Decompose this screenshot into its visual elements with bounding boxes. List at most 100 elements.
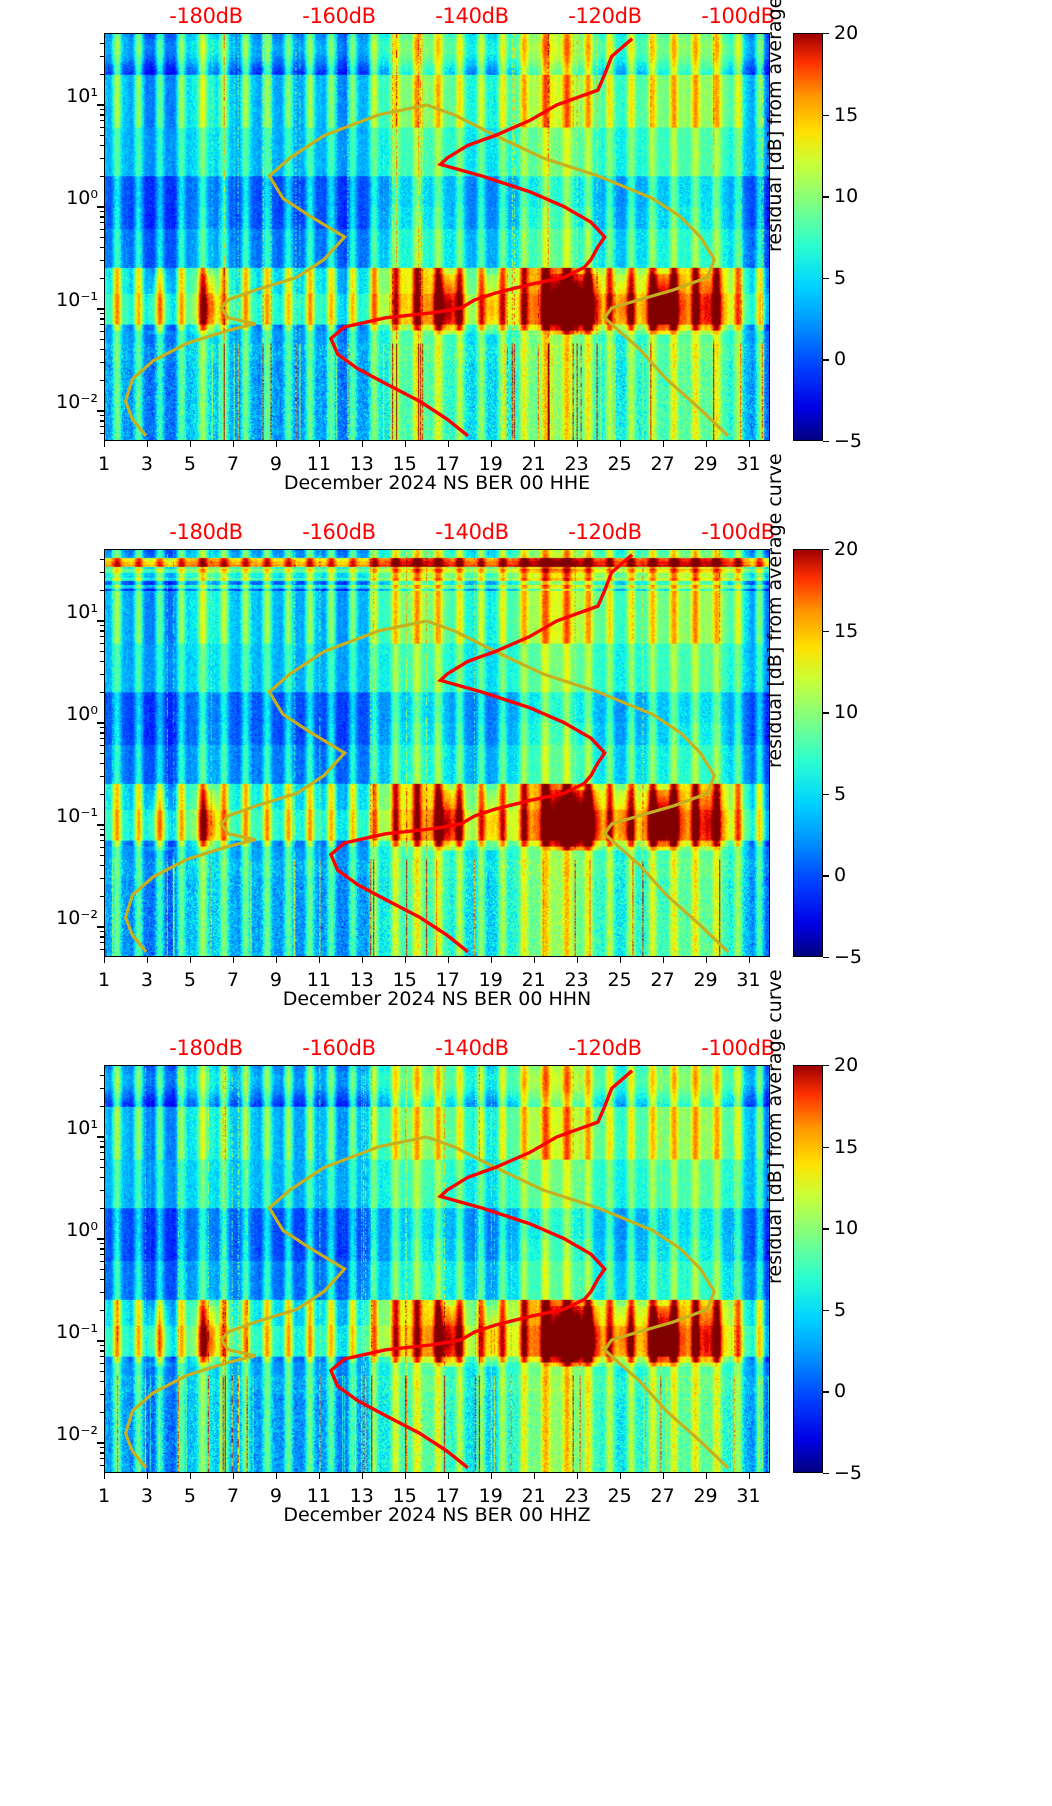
y-minor-tick-mark <box>100 1207 104 1209</box>
y-minor-tick-mark <box>100 1350 104 1352</box>
y-minor-tick-mark <box>100 1158 104 1161</box>
y-minor-tick-mark <box>100 108 104 111</box>
y-minor-tick-mark <box>100 738 104 740</box>
top-db-label: -160dB <box>302 520 376 544</box>
colorbar-tick-mark <box>823 875 829 877</box>
spectrogram-axes-hhn <box>104 549 770 957</box>
y-minor-tick-mark <box>100 1362 104 1365</box>
y-tick-label: 10¹ <box>66 1116 98 1139</box>
y-minor-tick-mark <box>100 840 104 842</box>
y-minor-tick-mark <box>100 732 104 734</box>
colorbar-tick-label: 10 <box>834 185 859 208</box>
y-minor-tick-mark <box>100 1189 104 1192</box>
x-tick-label: 21 <box>521 969 546 991</box>
x-tick-mark <box>619 957 621 963</box>
y-minor-tick-mark <box>100 1380 104 1383</box>
y-minor-tick-mark <box>100 1074 104 1077</box>
y-minor-tick-mark <box>100 1411 104 1413</box>
y-minor-tick-mark <box>100 726 104 729</box>
y-tick-mark <box>97 1136 104 1138</box>
x-tick-mark <box>404 1473 407 1479</box>
x-tick-label: 17 <box>435 453 460 475</box>
panel-x-title: December 2024 NS BER 00 HHZ <box>283 1504 591 1526</box>
x-tick-label: 31 <box>736 969 761 991</box>
x-tick-mark <box>619 1473 621 1479</box>
x-tick-mark <box>146 957 149 963</box>
panel-hhn: -180dB -160dB -140dB -120dB -100dB f [Hz… <box>0 453 1052 1026</box>
x-tick-label: 1 <box>97 969 111 991</box>
y-tick-label: 10⁰ <box>66 702 98 725</box>
x-tick-label: 3 <box>140 453 153 475</box>
y-tick-labels: 10¹ 10⁰ 10⁻¹ 10⁻² <box>28 33 98 441</box>
x-tick-label: 29 <box>693 453 718 475</box>
y-tick-label: 10⁻² <box>56 1423 98 1446</box>
y-minor-tick-mark <box>100 895 104 897</box>
y-minor-tick-mark <box>100 348 104 351</box>
x-tick-mark <box>404 441 407 447</box>
y-minor-tick-mark <box>100 228 104 231</box>
colorbar-tick-label: 5 <box>834 266 847 289</box>
psd-median-curve <box>328 1069 634 1470</box>
x-tick-label: 11 <box>306 453 331 475</box>
colorbar-tick-mark <box>823 196 829 198</box>
x-tick-label: 5 <box>183 969 196 991</box>
x-tick-label: 23 <box>564 969 589 991</box>
y-minor-tick-mark <box>100 126 104 129</box>
y-minor-tick-mark <box>100 222 104 224</box>
y-minor-tick-mark <box>100 246 104 249</box>
colorbar-tick-label: 20 <box>834 1054 859 1076</box>
y-tick-label: 10⁻² <box>56 907 98 930</box>
y-minor-tick-mark <box>100 1167 104 1169</box>
spectrogram-axes-hhz <box>104 1065 770 1473</box>
nhnm-curve <box>426 1135 730 1469</box>
psd-median-curve <box>328 37 634 438</box>
colorbar-ticks-hhz: 20 15 10 5 0 −5 <box>823 1054 883 1484</box>
x-tick-mark <box>748 441 750 447</box>
x-tick-label: 7 <box>226 1485 239 1507</box>
colorbar-tick-label: 0 <box>834 864 847 887</box>
y-minor-tick-mark <box>100 73 104 75</box>
x-tick-mark <box>447 1473 450 1479</box>
x-tick-label: 23 <box>564 1485 589 1507</box>
panel-hhz: -180dB -160dB -140dB -120dB -100dB f [Hz… <box>0 969 1052 1542</box>
top-db-label: -100dB <box>701 1036 775 1060</box>
y-tick-labels: 10¹ 10⁰ 10⁻¹ 10⁻² <box>28 1065 98 1473</box>
y-minor-tick-mark <box>100 624 104 627</box>
y-minor-tick-mark <box>100 339 104 341</box>
y-minor-tick-mark <box>100 157 104 160</box>
top-db-label: -120dB <box>568 520 642 544</box>
x-tick-label: 15 <box>392 969 417 991</box>
x-tick-mark <box>146 1473 149 1479</box>
y-minor-tick-mark <box>100 1393 104 1396</box>
y-minor-tick-mark <box>100 361 104 364</box>
y-minor-tick-mark <box>100 1452 104 1454</box>
x-tick-mark <box>705 957 707 963</box>
x-tick-label: 13 <box>349 453 374 475</box>
x-tick-label: 25 <box>607 453 632 475</box>
x-tick-label: 27 <box>650 453 675 475</box>
y-minor-tick-mark <box>100 753 104 755</box>
x-tick-label: 5 <box>183 1485 196 1507</box>
y-tick-labels: 10¹ 10⁰ 10⁻¹ 10⁻² <box>28 549 98 957</box>
y-minor-tick-mark <box>100 636 104 638</box>
y-minor-tick-mark <box>100 42 104 45</box>
y-tick-mark <box>97 620 104 622</box>
y-minor-tick-mark <box>100 1146 104 1148</box>
x-tick-mark <box>576 957 579 963</box>
x-tick-label: 17 <box>435 1485 460 1507</box>
x-tick-mark <box>748 1473 750 1479</box>
x-tick-label: 5 <box>183 453 196 475</box>
x-tick-label: 25 <box>607 1485 632 1507</box>
colorbar-tick-label: 0 <box>834 1380 847 1403</box>
x-tick-mark <box>318 957 321 963</box>
x-tick-mark <box>705 441 707 447</box>
y-minor-tick-mark <box>100 1176 104 1179</box>
top-db-label: -140dB <box>435 520 509 544</box>
y-minor-tick-mark <box>100 630 104 632</box>
nhnm-curve <box>426 103 730 437</box>
colorbar-tick-mark <box>823 1391 829 1393</box>
x-tick-label: 3 <box>140 1485 153 1507</box>
colorbar-tick-label: 15 <box>834 619 859 642</box>
x-tick-mark <box>361 957 364 963</box>
